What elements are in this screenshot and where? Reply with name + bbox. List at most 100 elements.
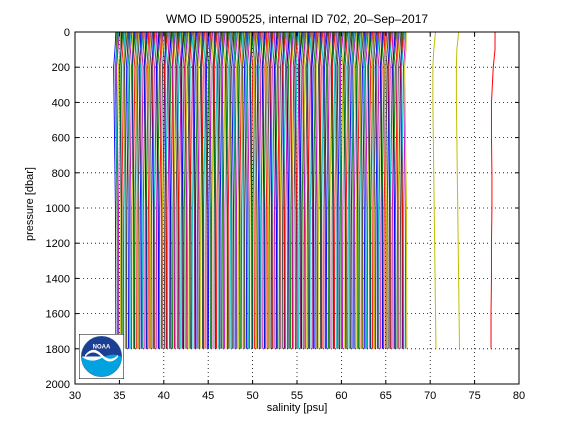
salinity-profile-line (115, 31, 119, 349)
salinity-profile-line (166, 31, 170, 349)
salinity-profile-line (327, 31, 332, 349)
salinity-profile-line (261, 31, 266, 349)
noaa-logo-text: NOAA (93, 345, 111, 351)
y-tick-label: 1400 (46, 273, 70, 285)
salinity-profile-line (401, 31, 405, 349)
series-layer (432, 31, 496, 349)
salinity-profile-line (261, 31, 265, 349)
salinity-profile-line (124, 31, 128, 349)
salinity-profile-line (220, 31, 224, 349)
salinity-profile-line (114, 31, 118, 349)
salinity-profile-line (212, 31, 216, 349)
tick-layer: 30 35 40 45 50 55 60 65 70 75 80020040060080010001… (46, 27, 526, 402)
salinity-profile-line (168, 31, 173, 349)
salinity-profile-line (234, 31, 238, 349)
salinity-profile-line (270, 31, 275, 349)
salinity-profile-line (164, 31, 168, 349)
salinity-profile-line (154, 31, 158, 349)
salinity-profile-line (289, 31, 293, 349)
salinity-profile-line (298, 31, 303, 349)
salinity-profile-line (291, 31, 295, 349)
salinity-profile-line (347, 31, 351, 349)
salinity-profile-line (331, 31, 335, 349)
salinity-profile-line (399, 31, 403, 349)
salinity-profile-line (123, 31, 127, 349)
salinity-profile-line (393, 31, 397, 349)
salinity-profile-line (282, 31, 286, 349)
salinity-profile-line (169, 31, 174, 349)
salinity-profile-line (138, 31, 142, 349)
salinity-profile-line (163, 31, 167, 349)
salinity-profile-line (368, 31, 373, 349)
salinity-profile-line (305, 31, 309, 349)
salinity-profile-line (275, 31, 279, 349)
salinity-profile-line (229, 31, 234, 349)
salinity-profile-line (398, 31, 402, 349)
salinity-profile-line (171, 31, 175, 349)
salinity-profile-line (185, 31, 190, 349)
y-tick-label: 1000 (46, 203, 70, 215)
salinity-profile-line (335, 31, 340, 349)
chart-title: WMO ID 5900525, internal ID 702, 20–Sep–… (165, 12, 429, 26)
salinity-profile-line (363, 31, 368, 349)
salinity-profile-line (229, 31, 233, 349)
x-axis-label: salinity [psu] (266, 402, 328, 414)
salinity-profile-line (116, 31, 120, 349)
y-tick-label: 2000 (46, 379, 70, 391)
salinity-profile-line (380, 31, 385, 349)
x-tick-label: 45 (202, 390, 214, 402)
salinity-profile-line (403, 31, 407, 349)
salinity-profile-line (376, 31, 381, 349)
salinity-profile-line (395, 31, 399, 349)
salinity-profile-line (144, 31, 149, 349)
salinity-profile-line (333, 31, 337, 349)
salinity-profile-line (328, 31, 333, 349)
salinity-profile-line (133, 31, 137, 349)
salinity-profile-line (331, 31, 336, 349)
salinity-profile-line (128, 31, 133, 349)
salinity-profile-line (207, 31, 211, 349)
x-tick-label: 50 (246, 390, 258, 402)
salinity-profile-line (310, 31, 314, 349)
y-tick-label: 1800 (46, 344, 70, 356)
salinity-profile-line (355, 31, 360, 349)
salinity-profile-line (330, 31, 334, 349)
salinity-profile-line (298, 31, 302, 349)
salinity-profile-line (190, 31, 194, 349)
salinity-profile-line (365, 31, 369, 349)
salinity-profile-line (239, 31, 243, 349)
salinity-profile-line (201, 31, 206, 349)
salinity-profile-line (354, 31, 358, 349)
salinity-profile-line (223, 31, 227, 349)
salinity-profile-line (300, 31, 304, 349)
x-tick-label: 30 (69, 390, 81, 402)
salinity-profile-line (388, 31, 392, 349)
salinity-profile-line (246, 31, 251, 349)
salinity-profile-line (225, 31, 230, 349)
salinity-profile-line (341, 31, 345, 349)
salinity-profile-line (195, 31, 199, 349)
salinity-profile-line (317, 31, 322, 349)
salinity-profile-line (314, 31, 319, 349)
salinity-profile-line (277, 31, 281, 349)
salinity-profile-line (158, 31, 163, 349)
salinity-profile-line (379, 31, 383, 349)
salinity-profile-line (374, 31, 378, 349)
salinity-profile-line (325, 31, 329, 349)
salinity-profile-line (250, 31, 254, 349)
salinity-profile-line (259, 31, 263, 349)
salinity-profile-line (350, 31, 355, 349)
salinity-profile-line (146, 31, 150, 349)
y-tick-label: 400 (52, 97, 70, 109)
salinity-profile-line (228, 31, 232, 349)
y-tick-label: 800 (52, 168, 70, 180)
x-tick-label: 65 (380, 390, 392, 402)
y-axis-label: pressure [dbar] (24, 167, 36, 241)
salinity-profile-line (221, 31, 226, 349)
salinity-profile-line (130, 31, 134, 349)
salinity-profile-line (156, 31, 160, 349)
salinity-profile-line (322, 31, 327, 349)
salinity-profile-line (231, 31, 235, 349)
salinity-profile-line (251, 31, 255, 349)
